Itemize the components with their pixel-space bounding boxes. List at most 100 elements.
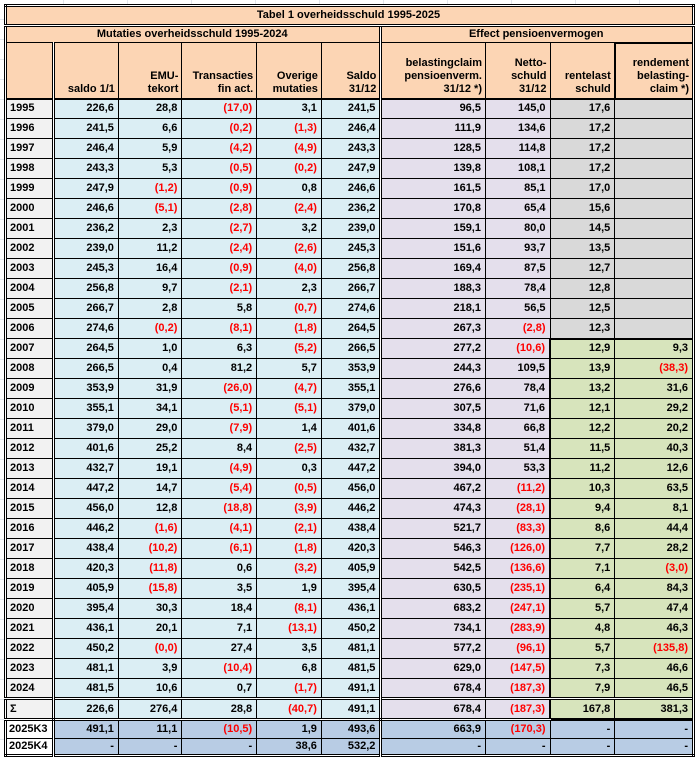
cell-belastingclaim[interactable]: 244,3 [380,358,486,379]
cell-netto-schuld[interactable]: 56,5 [484,298,551,319]
cell-netto-schuld[interactable]: 145,0 [484,98,551,119]
cell-overige-mutaties[interactable]: (2,6) [256,238,322,259]
cell-year[interactable]: 2005 [5,298,55,319]
cell-rendement[interactable]: 8,1 [614,498,695,519]
cell-year[interactable]: 2006 [5,318,55,339]
cell-overige-mutaties[interactable]: (1,8) [256,318,322,339]
cell-belastingclaim[interactable]: 577,2 [380,638,486,659]
cell-saldo-1-1[interactable]: 432,7 [52,458,119,479]
cell-belastingclaim[interactable]: 663,9 [380,719,486,739]
cell-netto-schuld[interactable]: (187,3) [484,678,551,699]
cell-saldo-1-1[interactable]: 266,5 [52,358,119,379]
cell-overige-mutaties[interactable]: 3,5 [256,638,322,659]
cell-emu-tekort[interactable]: 25,2 [117,438,183,459]
cell-overige-mutaties[interactable]: (1,8) [256,538,322,559]
cell-saldo-31-12[interactable]: 405,9 [320,558,383,579]
cell-emu-tekort[interactable]: 276,4 [117,697,183,721]
cell-netto-schuld[interactable]: 108,1 [484,158,551,179]
cell-overige-mutaties[interactable]: 5,7 [256,358,322,379]
cell-transacties-fin-act[interactable]: 0,7 [181,678,258,699]
cell-year[interactable]: 2021 [5,618,55,639]
cell-rentelast[interactable]: 4,8 [549,618,616,639]
cell-saldo-1-1[interactable]: 436,1 [52,618,119,639]
cell-rendement[interactable] [614,218,694,239]
cell-saldo-31-12[interactable]: 456,0 [320,478,383,499]
cell-rendement[interactable] [614,318,694,339]
cell-saldo-1-1[interactable]: 243,3 [52,158,119,179]
cell-saldo-31-12[interactable]: 243,3 [320,138,383,159]
cell-netto-schuld[interactable]: (147,5) [484,658,551,679]
cell-transacties-fin-act[interactable]: (2,1) [181,278,258,299]
cell-rentelast[interactable]: 15,6 [549,198,616,219]
cell-year[interactable]: 2025K4 [5,738,55,756]
cell-year[interactable]: 2003 [5,258,55,279]
cell-rentelast[interactable]: 17,6 [549,98,616,119]
cell-netto-schuld[interactable]: (2,8) [484,318,551,339]
cell-saldo-31-12[interactable]: 432,7 [320,438,383,459]
cell-saldo-31-12[interactable]: 532,2 [320,738,383,756]
cell-overige-mutaties[interactable]: 2,3 [256,278,322,299]
cell-rentelast[interactable]: 5,7 [549,638,616,659]
cell-transacties-fin-act[interactable]: 3,5 [181,578,258,599]
cell-rendement[interactable] [614,238,694,259]
cell-rendement[interactable] [614,298,694,319]
cell-emu-tekort[interactable]: 2,3 [117,218,183,239]
cell-overige-mutaties[interactable]: 1,9 [256,719,322,739]
cell-transacties-fin-act[interactable]: (2,8) [181,198,258,219]
cell-transacties-fin-act[interactable]: (4,9) [181,458,258,479]
cell-rentelast[interactable]: 17,2 [549,158,616,179]
cell-overige-mutaties[interactable]: (40,7) [256,697,322,721]
cell-emu-tekort[interactable]: 6,6 [117,118,183,139]
cell-belastingclaim[interactable]: 161,5 [380,178,486,199]
cell-netto-schuld[interactable]: - [484,738,551,756]
cell-emu-tekort[interactable]: 12,8 [117,498,183,519]
cell-netto-schuld[interactable]: 78,4 [484,278,551,299]
cell-belastingclaim[interactable]: 139,8 [380,158,486,179]
cell-netto-schuld[interactable]: 66,8 [484,418,551,439]
cell-emu-tekort[interactable]: (15,8) [117,578,183,599]
cell-transacties-fin-act[interactable]: 28,8 [181,697,258,721]
cell-belastingclaim[interactable]: 277,2 [380,338,486,359]
cell-netto-schuld[interactable]: (28,1) [484,498,551,519]
cell-saldo-31-12[interactable]: 264,5 [320,318,383,339]
cell-rendement[interactable]: 381,3 [614,697,695,721]
cell-rentelast[interactable]: 12,1 [549,398,616,419]
cell-rendement[interactable] [614,158,694,179]
cell-netto-schuld[interactable]: (235,1) [484,578,551,599]
cell-rentelast[interactable]: 12,8 [549,278,616,299]
cell-transacties-fin-act[interactable]: (0,9) [181,258,258,279]
cell-rendement[interactable] [614,198,694,219]
cell-belastingclaim[interactable]: 381,3 [380,438,486,459]
cell-rentelast[interactable]: 13,5 [549,238,616,259]
cell-year[interactable]: 1998 [5,158,55,179]
cell-netto-schuld[interactable]: 93,7 [484,238,551,259]
cell-netto-schuld[interactable]: 53,3 [484,458,551,479]
cell-rentelast[interactable]: 9,4 [549,498,616,519]
cell-rendement[interactable]: - [614,719,694,739]
cell-belastingclaim[interactable]: 170,8 [380,198,486,219]
cell-overige-mutaties[interactable]: (5,2) [256,338,322,359]
cell-saldo-1-1[interactable]: 355,1 [52,398,119,419]
cell-overige-mutaties[interactable]: 1,4 [256,418,322,439]
cell-transacties-fin-act[interactable]: (10,5) [181,719,258,739]
cell-overige-mutaties[interactable]: (1,7) [256,678,322,699]
cell-overige-mutaties[interactable]: (4,7) [256,378,322,399]
cell-saldo-1-1[interactable]: 447,2 [52,478,119,499]
cell-emu-tekort[interactable]: (1,2) [117,178,183,199]
cell-rendement[interactable]: (3,0) [614,558,695,579]
cell-emu-tekort[interactable]: (0,2) [117,318,183,339]
cell-saldo-1-1[interactable]: 438,4 [52,538,119,559]
cell-saldo-1-1[interactable]: 266,7 [52,298,119,319]
cell-belastingclaim[interactable]: - [380,738,486,756]
cell-saldo-31-12[interactable]: 355,1 [320,378,383,399]
cell-netto-schuld[interactable]: 85,1 [484,178,551,199]
cell-belastingclaim[interactable]: 546,3 [380,538,486,559]
cell-rentelast[interactable]: 12,2 [549,418,616,439]
cell-emu-tekort[interactable]: 29,0 [117,418,183,439]
cell-saldo-1-1[interactable]: 481,1 [52,658,119,679]
cell-belastingclaim[interactable]: 307,5 [380,398,486,419]
cell-saldo-31-12[interactable]: 256,8 [320,258,383,279]
cell-saldo-1-1[interactable]: 401,6 [52,438,119,459]
cell-emu-tekort[interactable]: 5,3 [117,158,183,179]
cell-year[interactable]: 1999 [5,178,55,199]
